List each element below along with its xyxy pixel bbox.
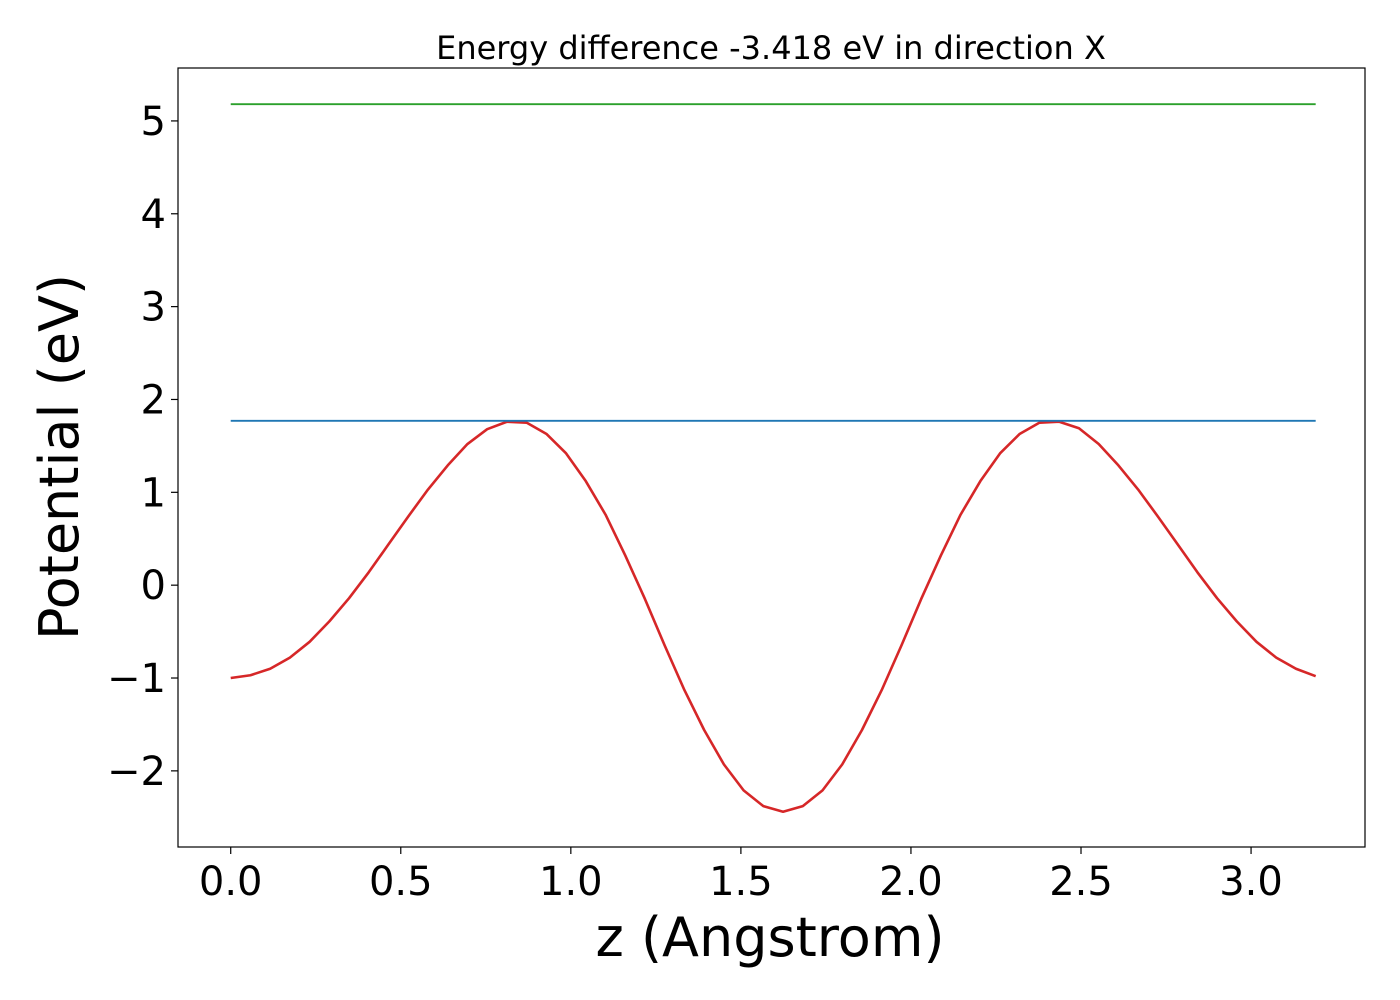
y-axis-label: Potential (eV) [28,274,91,640]
series-layer [230,103,1317,814]
x-tick-label: 2.5 [1049,859,1113,905]
y-axis: −2 −1 0 1 2 3 4 5 [107,99,178,795]
series-line-0 [230,420,1317,814]
y-tick-label: 1 [141,470,166,516]
x-tick-label: 2.0 [879,859,943,905]
x-axis: 0.0 0.5 1.0 1.5 2.0 2.5 3.0 [199,847,1283,905]
x-tick-label: 1.0 [539,859,603,905]
x-tick-label: 1.5 [709,859,773,905]
y-tick-label: −1 [107,656,166,702]
y-tick-label: 3 [141,285,166,331]
x-tick-label: 3.0 [1219,859,1283,905]
y-tick-label: −2 [107,749,166,795]
y-tick-label: 4 [141,192,166,238]
y-tick-label: 5 [141,99,166,145]
plot-frame [177,67,1366,848]
x-tick-label: 0.5 [369,859,433,905]
x-tick-label: 0.0 [199,859,263,905]
chart-title: Energy difference -3.418 eV in direction… [436,29,1106,67]
y-tick-label: 0 [141,563,166,609]
y-tick-label: 2 [141,377,166,423]
x-axis-label: z (Angstrom) [595,906,944,969]
